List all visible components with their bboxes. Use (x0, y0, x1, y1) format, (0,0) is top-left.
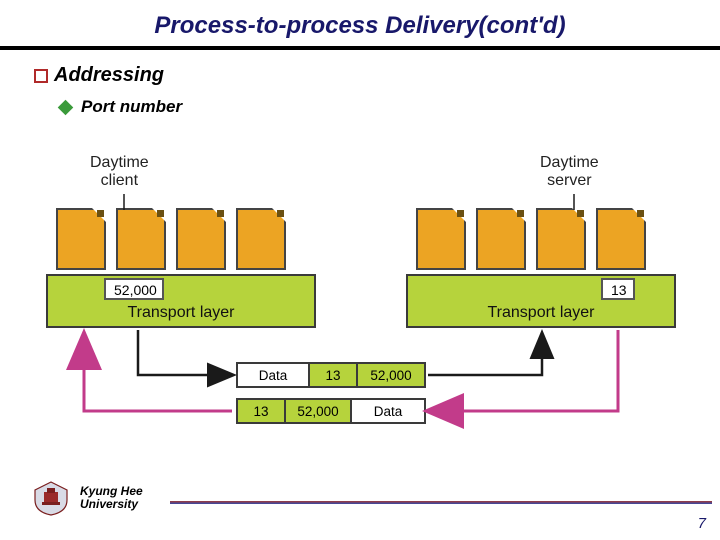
slide-title: Process-to-process Delivery(cont'd) (0, 0, 720, 50)
bullet-1-text: Addressing (54, 64, 164, 87)
server-port-tag: 13 (601, 278, 635, 300)
process-folder (596, 208, 646, 270)
slide-footer: Kyung Hee University (30, 480, 143, 516)
university-crest-icon (30, 480, 72, 516)
seg-data: Data (238, 364, 310, 386)
ports-diagram: Daytime client Daytime server Transport … (46, 154, 676, 454)
process-folder (536, 208, 586, 270)
seg-dst-port: 13 (310, 364, 358, 386)
diamond-bullet-icon (58, 99, 74, 115)
server-label-l2: server (547, 172, 591, 189)
transport-label-right: Transport layer (408, 304, 674, 322)
client-transport-layer: Transport layer (46, 274, 316, 328)
process-folder (116, 208, 166, 270)
bullet-2-text: Port number (81, 97, 182, 117)
process-folder (236, 208, 286, 270)
client-label-l2: client (101, 172, 138, 189)
server-label-l1: Daytime (540, 154, 599, 171)
seg-data: Data (352, 400, 424, 422)
content-area: Addressing Port number (0, 50, 720, 117)
footer-rule (170, 501, 712, 504)
process-folder (476, 208, 526, 270)
client-label-l1: Daytime (90, 154, 149, 171)
client-label: Daytime client (90, 154, 149, 189)
process-folder (416, 208, 466, 270)
client-port-tag: 52,000 (104, 278, 164, 300)
bullet-line-2: Port number (60, 97, 686, 117)
transport-label-left: Transport layer (48, 304, 314, 322)
seg-src-port: 52,000 (358, 364, 424, 386)
university-name: Kyung Hee University (80, 485, 143, 511)
seg-src-port: 52,000 (286, 400, 352, 422)
server-transport-layer: Transport layer (406, 274, 676, 328)
server-label: Daytime server (540, 154, 599, 189)
segment-row-outgoing: Data 13 52,000 (236, 362, 426, 388)
page-number: 7 (698, 515, 706, 532)
process-folder (56, 208, 106, 270)
process-folder (176, 208, 226, 270)
bullet-line-1: Addressing (34, 64, 686, 87)
uni-line2: University (80, 497, 138, 511)
seg-dst-port: 13 (238, 400, 286, 422)
segment-row-incoming: 13 52,000 Data (236, 398, 426, 424)
uni-line1: Kyung Hee (80, 484, 143, 498)
square-bullet-icon (34, 69, 48, 83)
